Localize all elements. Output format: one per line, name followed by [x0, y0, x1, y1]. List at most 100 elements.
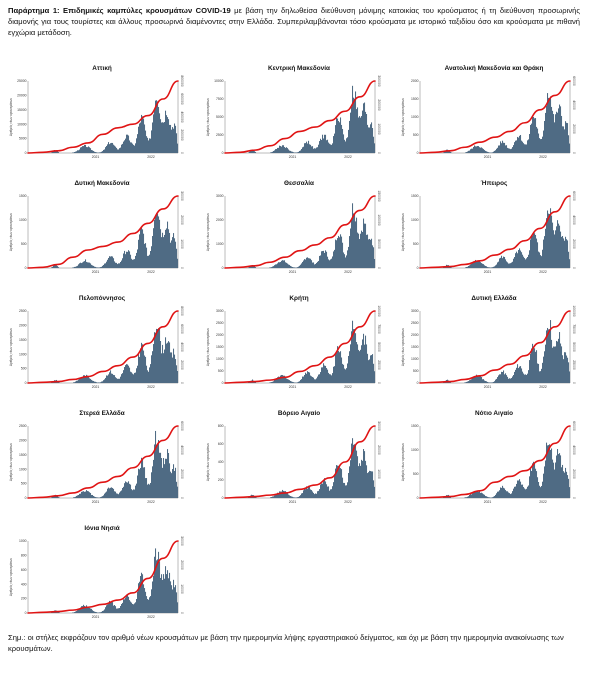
case-bar: [516, 251, 518, 268]
case-bar: [317, 491, 319, 498]
chart-title: Ιόνια Νησιά: [84, 525, 120, 532]
case-bar: [549, 444, 551, 498]
case-bar: [567, 240, 569, 268]
case-bar: [479, 260, 481, 268]
case-bar: [152, 581, 154, 613]
cumulative-line: [419, 310, 571, 384]
case-bar: [102, 381, 104, 383]
case-bar: [559, 104, 561, 153]
case-bar: [515, 140, 517, 153]
y-tick-label-right: 20000: [180, 215, 184, 225]
case-bar: [284, 147, 286, 153]
case-bar: [164, 349, 166, 383]
case-bar: [51, 497, 53, 498]
case-bar: [163, 458, 165, 498]
y-tick-label-right: 40000: [180, 342, 184, 352]
case-bar: [533, 461, 535, 498]
case-bar: [170, 124, 172, 153]
case-bar: [139, 356, 141, 383]
case-bar: [149, 254, 151, 268]
case-bar: [77, 610, 79, 613]
case-bar: [517, 136, 519, 153]
case-bar: [296, 497, 298, 498]
case-bar: [500, 257, 502, 268]
case-bar: [57, 151, 59, 153]
case-bar: [484, 150, 486, 153]
case-bar: [545, 344, 547, 383]
case-bar: [120, 147, 122, 153]
case-bar: [122, 143, 124, 153]
y-tick-label-left: 0: [25, 496, 27, 500]
y-tick-label-right: 60000: [180, 421, 184, 431]
y-tick-label-left: 0: [222, 266, 224, 270]
case-bar: [337, 465, 339, 498]
case-bar: [358, 233, 360, 268]
case-bar: [90, 263, 92, 268]
case-bar: [278, 376, 280, 383]
case-bar: [161, 574, 163, 613]
case-bar: [486, 151, 488, 153]
case-bar: [369, 127, 371, 153]
case-bar: [471, 148, 473, 153]
case-bar: [155, 332, 157, 383]
case-bar: [355, 91, 357, 153]
case-bar: [104, 609, 106, 613]
x-tick-label: 2021: [92, 500, 100, 504]
case-bar: [131, 602, 133, 613]
y-tick-label-left: 500: [21, 482, 27, 486]
case-bar: [135, 372, 137, 383]
case-bar: [76, 266, 78, 268]
case-bar: [106, 491, 108, 498]
case-bar: [92, 380, 94, 383]
case-bar: [565, 121, 567, 153]
case-bar: [507, 491, 509, 498]
case-bar: [343, 364, 345, 383]
y-tick-label-right: 100000: [377, 123, 381, 134]
case-bar: [327, 139, 329, 153]
case-bar: [357, 107, 359, 153]
case-bar: [498, 375, 500, 383]
case-bar: [139, 581, 141, 613]
case-bar: [105, 607, 107, 613]
case-bar: [563, 471, 565, 498]
case-bar: [475, 259, 477, 268]
case-bar: [322, 251, 324, 268]
case-bar: [116, 493, 118, 498]
y-tick-label-right: 20000: [180, 560, 184, 570]
case-bar: [134, 145, 136, 153]
case-bar: [499, 374, 501, 383]
case-bar: [329, 490, 331, 498]
case-bar: [77, 495, 79, 498]
case-bar: [107, 259, 109, 268]
case-bar: [337, 118, 339, 153]
case-bar: [162, 232, 164, 268]
case-bar: [132, 490, 134, 498]
case-bar: [149, 597, 151, 613]
case-bar: [112, 602, 114, 613]
case-bar: [371, 471, 373, 498]
footnote: Σημ.: οι στήλες εκφράζουν τον αριθμό νέω…: [8, 633, 564, 653]
case-bar: [319, 141, 321, 153]
case-bar: [95, 266, 97, 268]
case-bar: [524, 488, 526, 498]
cumulative-line: [224, 80, 376, 154]
x-tick-label: 2022: [344, 270, 352, 274]
y-tick-label-right: 20000: [572, 239, 576, 249]
case-bar: [338, 235, 340, 268]
case-bar: [323, 481, 325, 498]
case-bar: [528, 485, 530, 498]
case-bar: [79, 149, 81, 153]
case-bar: [514, 257, 516, 268]
case-bar: [75, 266, 77, 268]
case-bar: [559, 453, 561, 498]
case-bar: [557, 112, 559, 153]
case-bar: [479, 147, 481, 153]
case-bar: [172, 127, 174, 153]
case-bar: [358, 349, 360, 383]
case-bar: [295, 497, 297, 498]
case-bar: [76, 611, 78, 613]
case-bar: [468, 265, 470, 268]
case-bar: [374, 486, 376, 498]
case-bar: [297, 267, 299, 268]
